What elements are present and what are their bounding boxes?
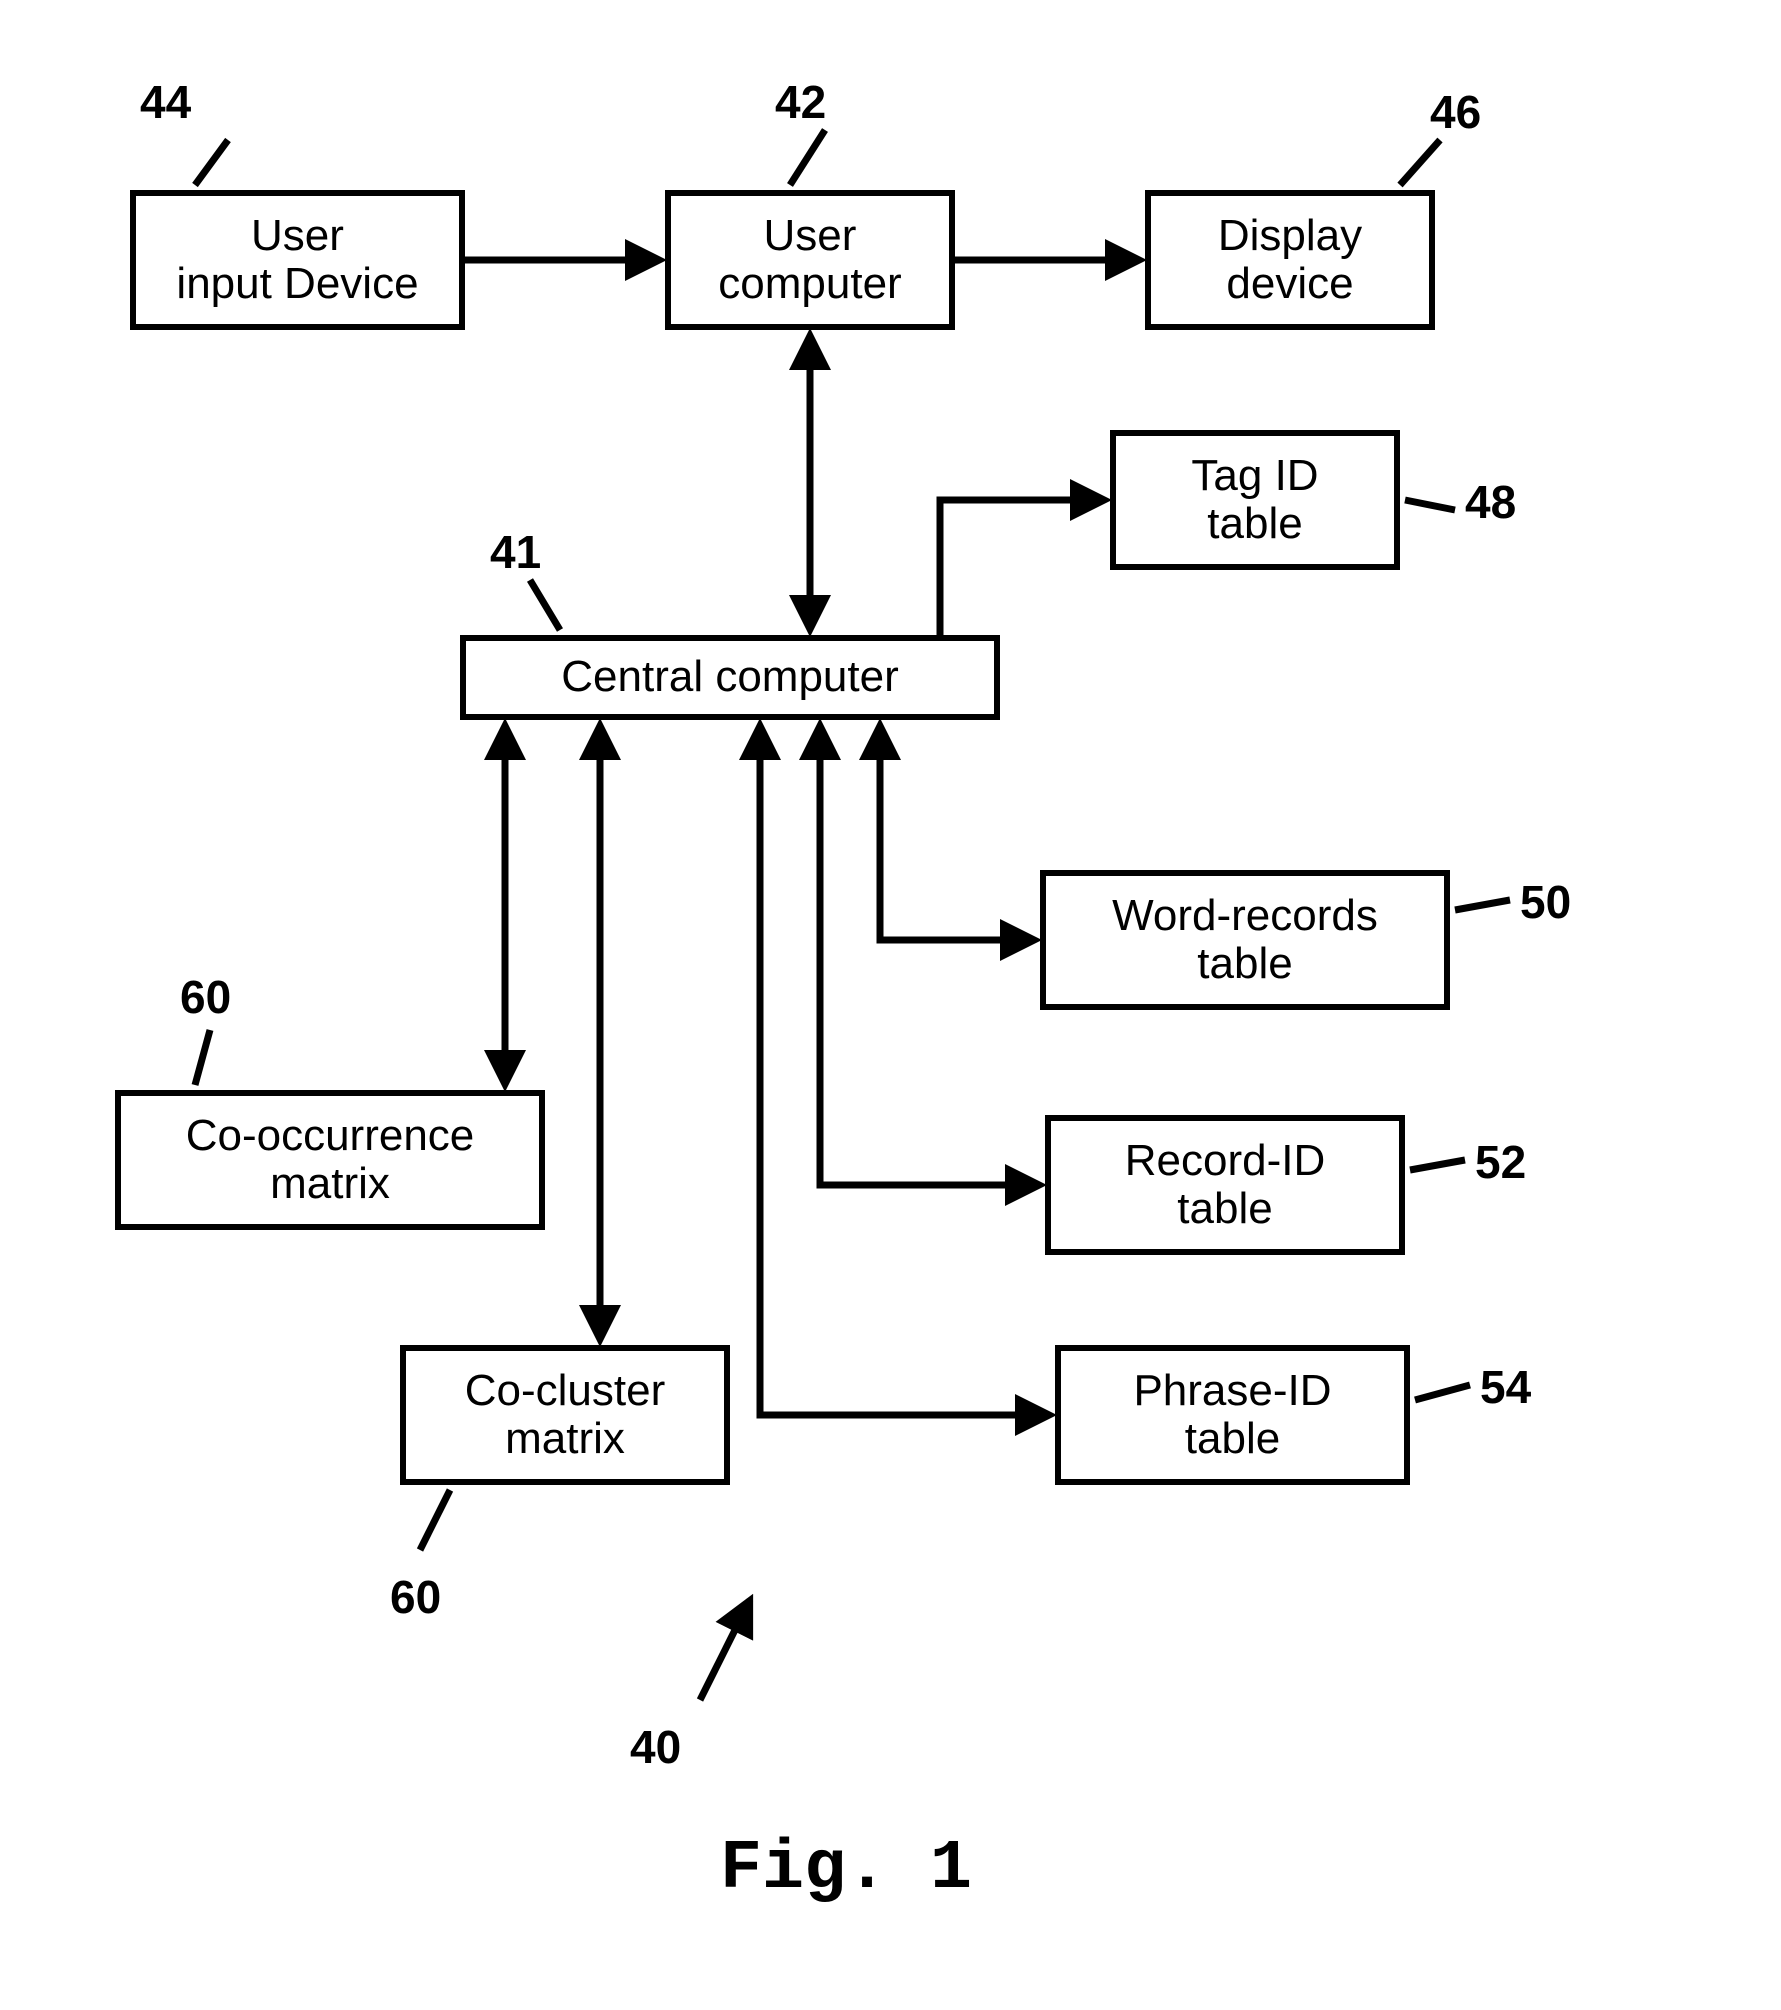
- node-co_occurrence: Co-occurrencematrix: [115, 1090, 545, 1230]
- node-label: Co-clustermatrix: [465, 1367, 666, 1464]
- diagram-canvas: Userinput Device 44 Usercomputer 42 Displayd…: [0, 0, 1781, 2010]
- node-label: Central computer: [561, 653, 898, 701]
- node-user_input: Userinput Device: [130, 190, 465, 330]
- node-display: Displaydevice: [1145, 190, 1435, 330]
- node-label: Record-IDtable: [1125, 1137, 1326, 1234]
- node-label: Displaydevice: [1218, 212, 1362, 309]
- node-tag_id: Tag IDtable: [1110, 430, 1400, 570]
- node-record_id: Record-IDtable: [1045, 1115, 1405, 1255]
- node-label: Tag IDtable: [1191, 452, 1318, 549]
- figure-label: Fig. 1: [720, 1830, 972, 1909]
- ref-central: 41: [490, 525, 541, 579]
- node-label: Word-recordstable: [1112, 892, 1378, 989]
- ref-display: 46: [1430, 85, 1481, 139]
- ref-user_input: 44: [140, 75, 191, 129]
- node-label: Usercomputer: [718, 212, 901, 309]
- figure-pointer-ref: 40: [630, 1720, 681, 1774]
- ref-record_id: 52: [1475, 1135, 1526, 1189]
- ref-word_records: 50: [1520, 875, 1571, 929]
- ref-phrase_id: 54: [1480, 1360, 1531, 1414]
- node-co_cluster: Co-clustermatrix: [400, 1345, 730, 1485]
- ref-co_occurrence: 60: [180, 970, 231, 1024]
- ref-user_computer: 42: [775, 75, 826, 129]
- ref-co_cluster: 60: [390, 1570, 441, 1624]
- node-label: Phrase-IDtable: [1133, 1367, 1331, 1464]
- node-word_records: Word-recordstable: [1040, 870, 1450, 1010]
- node-label: Userinput Device: [176, 212, 418, 309]
- ref-tag_id: 48: [1465, 475, 1516, 529]
- node-user_computer: Usercomputer: [665, 190, 955, 330]
- node-central: Central computer: [460, 635, 1000, 720]
- node-label: Co-occurrencematrix: [186, 1112, 475, 1209]
- node-phrase_id: Phrase-IDtable: [1055, 1345, 1410, 1485]
